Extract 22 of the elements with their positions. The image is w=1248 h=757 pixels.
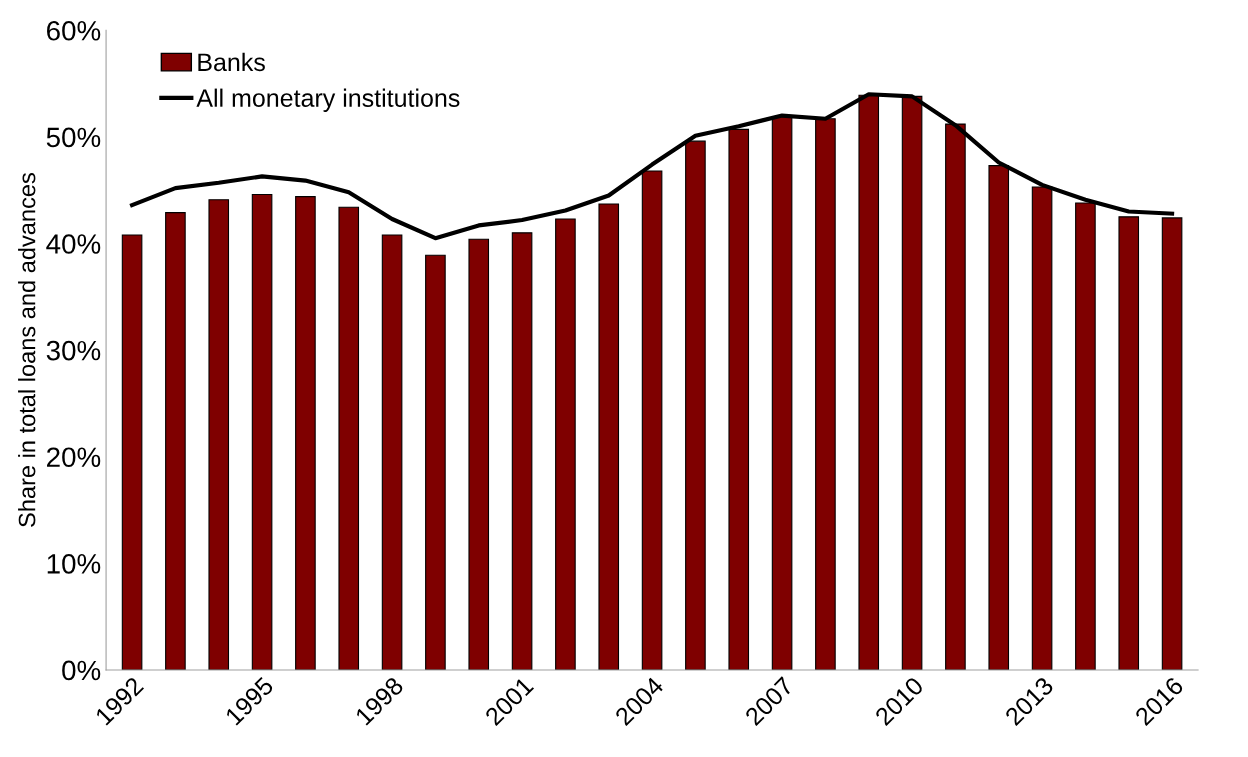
bar [511, 232, 533, 670]
bar [295, 196, 316, 670]
bar [251, 193, 273, 670]
bar [425, 254, 446, 670]
y-tick-label: 20% [47, 447, 101, 468]
y-tick-label: 40% [46, 234, 101, 254]
bar [598, 203, 620, 670]
y-tick-label: 10% [47, 554, 101, 574]
y-axis-title: Share in total loans and advances [18, 173, 36, 527]
bar [381, 234, 403, 670]
y-tick-label: 50% [46, 127, 101, 148]
bar [338, 206, 360, 670]
legend-label: All monetary institutions [196, 88, 460, 112]
legend-label: Banks [198, 52, 265, 72]
y-tick-label: 60% [47, 20, 101, 41]
bar [555, 218, 576, 670]
bar [208, 199, 230, 670]
bar [165, 212, 186, 670]
bar [121, 234, 143, 670]
bar [1118, 216, 1140, 670]
y-tick-label: 30% [46, 340, 101, 361]
bar [468, 238, 490, 670]
